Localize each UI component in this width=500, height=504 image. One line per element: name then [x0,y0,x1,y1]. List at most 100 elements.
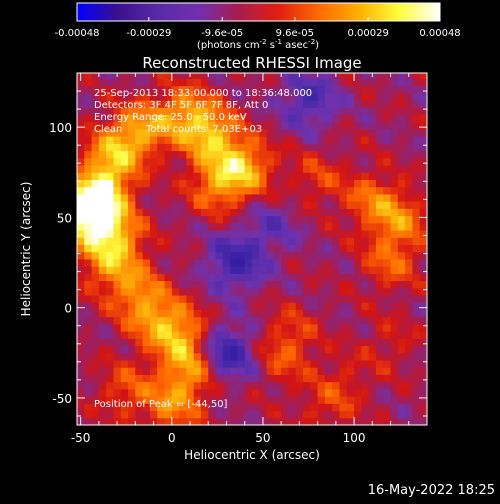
heatmap-cell [288,193,297,202]
heatmap-cell [164,193,173,202]
heatmap-cell [244,186,253,195]
heatmap-cell [368,258,377,267]
heatmap-cell [354,244,362,253]
heatmap-cell [303,302,311,310]
heatmap-cell [281,193,289,202]
heatmap-cell [368,121,377,130]
heatmap-cell [303,121,311,130]
heatmap-cell [397,201,406,209]
heatmap-cell [157,266,165,274]
heatmap-cell [179,345,187,354]
heatmap-cell [128,266,136,274]
heatmap-cell [383,193,392,202]
heatmap-cell [106,352,114,361]
heatmap-cell [193,244,202,253]
heatmap-cell [339,251,348,260]
heatmap-cell [200,136,209,144]
heatmap-cell [346,280,355,289]
heatmap-cell [324,388,333,397]
heatmap-cell [222,323,231,332]
heatmap-cell [361,266,370,274]
heatmap-cell [390,280,399,289]
heatmap-cell [354,360,362,368]
heatmap-cell [77,114,85,123]
heatmap-cell [157,251,165,260]
heatmap-cell [149,165,158,173]
heatmap-cell [397,295,406,303]
heatmap-cell [77,338,85,347]
heatmap-cell [244,136,253,144]
heatmap-cell [390,323,399,332]
heatmap-cell [273,193,282,202]
heatmap-cell [339,316,348,325]
heatmap-cell [303,128,311,137]
heatmap-cell [310,172,319,181]
heatmap-cell [171,280,180,289]
heatmap-cell [273,417,282,425]
heatmap-cell [142,266,151,274]
heatmap-cell [171,316,180,325]
heatmap-cell [113,338,122,347]
heatmap-cell [303,165,311,173]
heatmap-cell [200,244,209,253]
heatmap-cell [273,186,282,195]
heatmap-cell [142,73,151,79]
heatmap-cell [128,165,136,173]
heatmap-cell [412,215,421,224]
heatmap-cell [186,121,195,130]
heatmap-cell [324,273,333,282]
heatmap-cell [157,157,165,166]
heatmap-cell [266,374,275,383]
heatmap-cell [77,78,85,87]
heatmap-cell [164,136,173,144]
heatmap-cell [149,388,158,397]
heatmap-cell [164,128,173,137]
heatmap-cell [405,157,413,166]
heatmap-cell [383,410,392,419]
heatmap-cell [113,244,122,253]
heatmap-cell [77,316,85,325]
heatmap-cell [200,150,209,159]
heatmap-cell [157,222,165,231]
heatmap-cell [252,403,260,412]
heatmap-cell [412,360,421,368]
heatmap-cell [281,179,289,188]
heatmap-cell [120,381,129,390]
heatmap-cell [106,302,114,310]
heatmap-cell [149,360,158,368]
heatmap-cell [419,136,427,144]
heatmap-cell [77,244,85,253]
heatmap-cell [259,273,268,282]
heatmap-cell [91,128,100,137]
heatmap-cell [106,107,114,116]
heatmap-cell [412,374,421,383]
heatmap-cell [149,128,158,137]
heatmap-cell [230,143,238,152]
heatmap-cell [237,410,246,419]
heatmap-cell [361,100,370,108]
heatmap-cell [259,367,268,375]
heatmap-cell [149,295,158,303]
heatmap-cell [383,323,392,332]
heatmap-cell [259,266,268,274]
heatmap-cell [390,396,399,404]
heatmap-cell [113,128,122,137]
heatmap-cell [266,266,275,274]
heatmap-cell [230,136,238,144]
heatmap-cell [215,230,224,238]
heatmap-cell [179,114,187,123]
heatmap-cell [266,403,275,412]
heatmap-cell [84,222,93,231]
heatmap-cell [288,230,297,238]
heatmap-cell [244,85,253,94]
heatmap-cell [77,309,85,318]
heatmap-cell [273,237,282,245]
heatmap-cell [91,266,100,274]
heatmap-cell [244,410,253,419]
heatmap-cell [193,121,202,130]
heatmap-cell [230,287,238,296]
heatmap-cell [120,266,129,274]
heatmap-cell [397,316,406,325]
heatmap-cell [339,92,348,101]
heatmap-cell [281,403,289,412]
